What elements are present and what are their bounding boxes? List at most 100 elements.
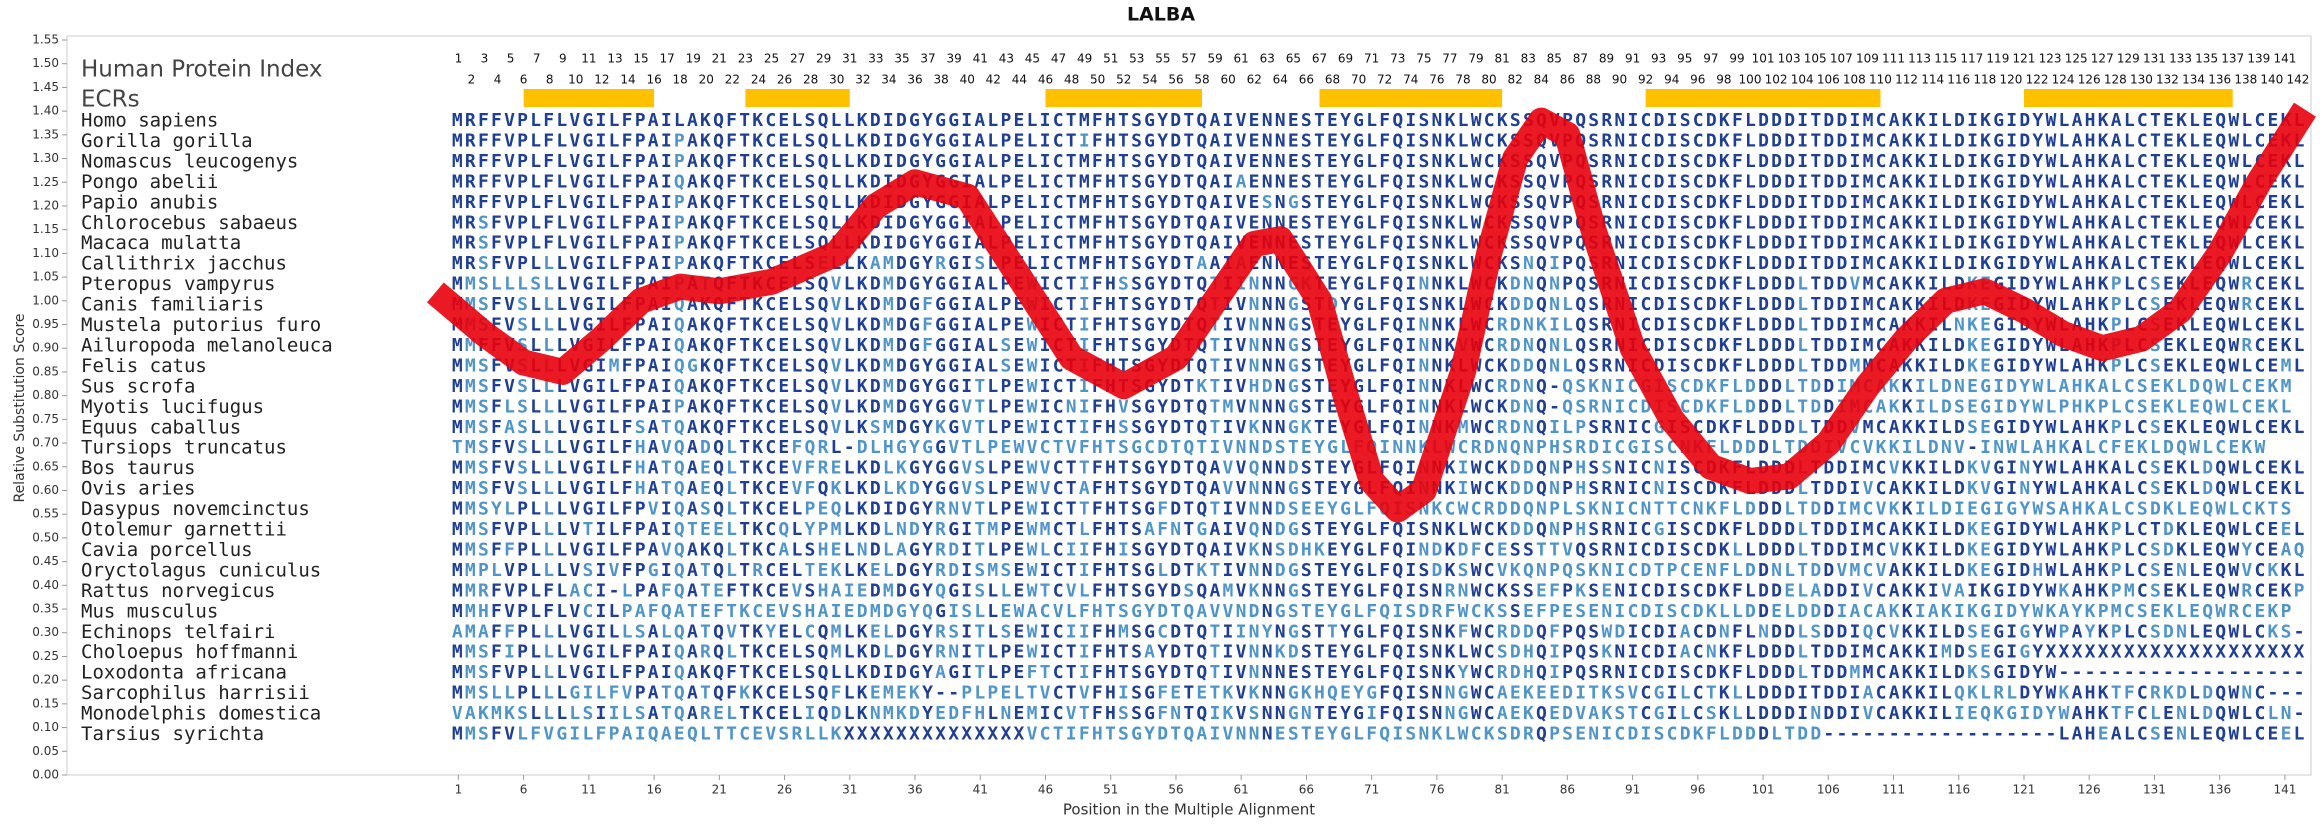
residue: F [622,130,633,151]
residue: L [1941,253,1952,274]
residue: S [1301,110,1312,131]
residue: I [1667,478,1678,499]
residue: R [1601,662,1612,683]
residue: K [1445,335,1456,356]
residue: I [1040,212,1051,233]
residue: D [1836,621,1847,642]
residue: E [1014,171,1025,192]
residue: - [2059,662,2070,683]
index-number: 121 [2013,52,2036,66]
index-number: 78 [1455,73,1470,87]
index-number: 35 [894,52,909,66]
y-tick-label: 0.65 [32,459,59,473]
residue: H [1105,458,1116,479]
residue: K [1915,335,1926,356]
residue: Q [1536,478,1547,499]
residue: L [1941,130,1952,151]
residue: C [1484,458,1495,479]
residue: S [1418,192,1429,213]
residue: N [1418,335,1429,356]
residue: S [1131,253,1142,274]
residue: W [2032,601,2043,622]
residue: D [1706,294,1717,315]
residue: P [2111,274,2122,295]
residue: S [1588,478,1599,499]
residue: N [1275,417,1286,438]
species-name: Mustela putorius furo [81,314,321,336]
residue: H [2072,396,2083,417]
residue: L [1941,274,1952,295]
residue: S [478,233,489,254]
residue: A [1928,601,1939,622]
residue: P [1000,458,1011,479]
residue: W [2228,519,2239,540]
residue: D [2019,417,2030,438]
residue: C [2241,396,2252,417]
residue: L [2059,724,2070,745]
index-number: 23 [738,52,753,66]
residue: K [1915,151,1926,172]
residue: L [987,621,998,642]
residue: K [2176,335,2187,356]
residue: V [1236,560,1247,581]
residue: Q [818,315,829,336]
residue: K [857,315,868,336]
residue: R [2241,274,2252,295]
residue: I [1627,662,1638,683]
residue: E [1771,601,1782,622]
residue: P [517,642,528,663]
score-line [426,102,2316,523]
residue: S [1523,539,1534,560]
residue: L [1797,478,1808,499]
residue: M [609,355,620,376]
index-number: 67 [1312,52,1327,66]
residue: D [1758,437,1769,458]
residue: I [1928,192,1939,213]
residue: X [2163,642,2174,663]
residue: C [1680,601,1691,622]
residue: D [2019,130,2030,151]
residue: D [909,478,920,499]
residue: Y [922,192,933,213]
residue: L [2059,355,2070,376]
residue: G [1993,560,2004,581]
index-number: 113 [1908,52,1931,66]
residue: K [2281,233,2292,254]
residue: T [1810,171,1821,192]
residue: V [1236,192,1247,213]
residue: C [1876,478,1887,499]
residue: A [974,355,985,376]
residue: I [1079,662,1090,683]
residue: F [1092,621,1103,642]
residue: L [1745,130,1756,151]
residue: C [1876,233,1887,254]
residue: D [1654,662,1665,683]
residue: S [1118,417,1129,438]
index-number: 76 [1429,73,1444,87]
residue: I [961,580,972,601]
index-number: 22 [725,73,740,87]
residue: E [2268,478,2279,499]
residue: Y [2032,580,2043,601]
residue: K [896,703,907,724]
residue: E [778,499,789,520]
residue: T [661,703,672,724]
residue: K [1445,560,1456,581]
residue: Q [1575,274,1586,295]
residue: D [1836,703,1847,724]
residue: T [1810,233,1821,254]
residue: S [478,539,489,560]
residue: X [2045,642,2056,663]
residue: E [2163,335,2174,356]
residue: T [1118,315,1129,336]
residue: P [805,499,816,520]
residue: V [569,478,580,499]
residue: G [1654,703,1665,724]
residue: I [661,212,672,233]
residue: T [2111,703,2122,724]
residue: F [622,110,633,131]
residue: L [1366,274,1377,295]
x-tick-label: 121 [2013,783,2036,797]
residue: I [1614,499,1625,520]
residue: E [2163,151,2174,172]
